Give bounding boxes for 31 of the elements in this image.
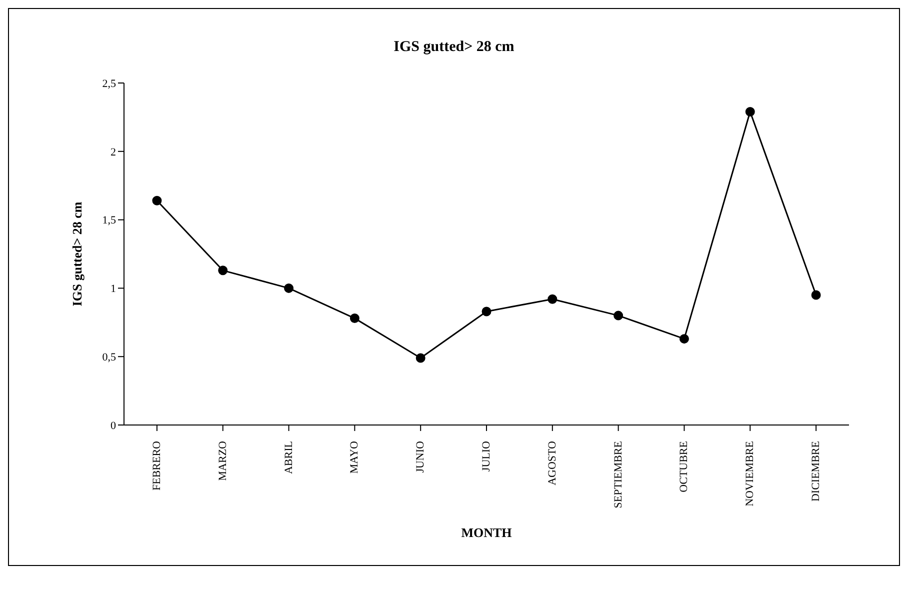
x-tick-label: DICIEMBRE (810, 440, 822, 502)
x-tick-label: SEPTIEMBRE (612, 440, 624, 508)
y-tick-label: 0,5 (102, 352, 116, 364)
point (416, 353, 426, 363)
x-tick-label: JULIO (480, 440, 492, 472)
x-tick-label: MAYO (348, 440, 361, 474)
y-tick-label: 1 (110, 283, 116, 296)
point (350, 314, 360, 324)
point (614, 310, 624, 320)
y-axis-title: IGS gutted> 28 cm (70, 202, 85, 306)
y-tick-label: 0 (110, 420, 116, 432)
x-tick-label: OCTUBRE (678, 440, 690, 492)
point (679, 334, 689, 344)
point (482, 306, 492, 316)
chart-title: IGS gutted> 28 cm (392, 39, 516, 56)
x-tick-label: FEBRERO (150, 440, 163, 491)
x-tick-label: AGOSTO (546, 440, 558, 486)
x-tick-label: ABRIL (282, 440, 295, 474)
point (284, 283, 294, 293)
x-tick-label: MARZO (216, 440, 229, 481)
point (152, 196, 162, 206)
y-tick-label: 2 (110, 146, 116, 158)
point (811, 290, 821, 300)
point (745, 106, 755, 116)
point (548, 294, 558, 304)
x-axis-title: MONTH (461, 525, 512, 540)
x-tick-label: JUNIO (414, 440, 427, 473)
y-tick-label: 2,5 (102, 78, 116, 90)
point (218, 266, 228, 276)
y-tick-label: 1,5 (102, 214, 116, 227)
x-tick-label: NOVIEMBRE (744, 440, 756, 506)
